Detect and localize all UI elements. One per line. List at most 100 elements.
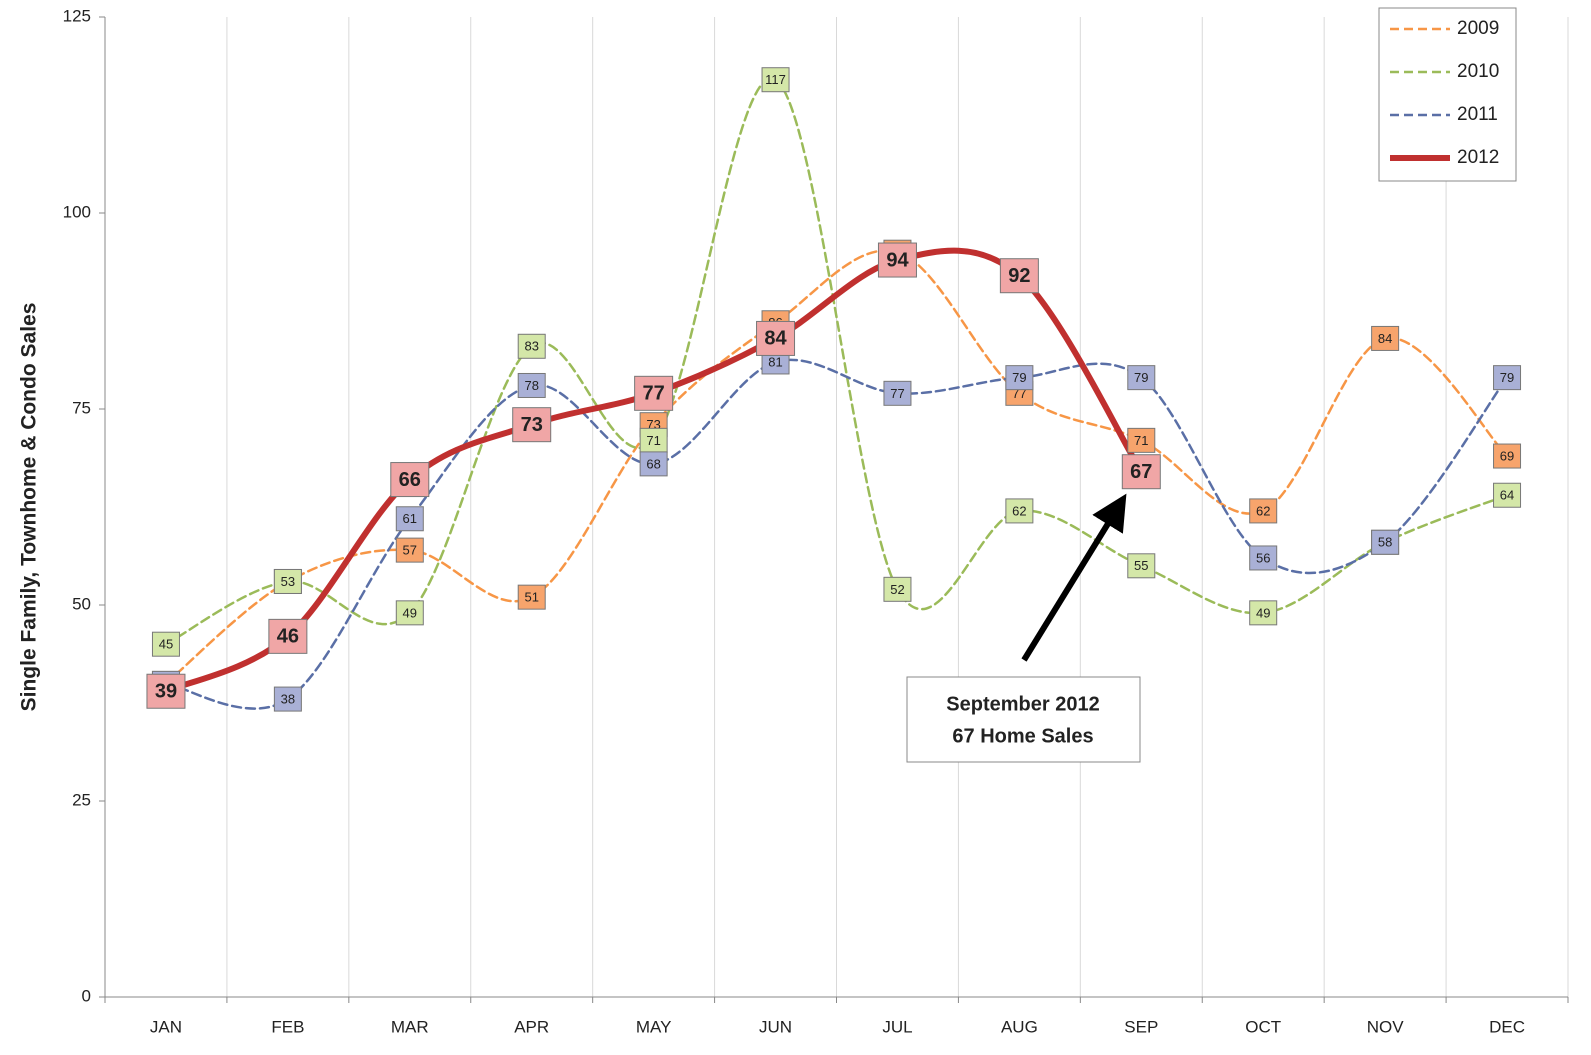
label-box — [1005, 365, 1034, 391]
label-box — [1127, 553, 1156, 579]
label-box — [1127, 427, 1156, 453]
data-label: 51 — [524, 590, 538, 605]
data-label: 84 — [764, 328, 787, 350]
data-label: 46 — [277, 626, 299, 648]
data-label: 79 — [1500, 370, 1514, 385]
label-box — [761, 67, 790, 93]
data-label: 79 — [1134, 370, 1148, 385]
label-box — [1121, 454, 1161, 490]
y-tick-label: 25 — [72, 790, 91, 809]
data-label: 71 — [1134, 433, 1148, 448]
label-box — [1249, 600, 1278, 626]
annotation-text: 67 Home Sales — [952, 725, 1093, 747]
label-box — [517, 333, 546, 359]
y-axis-label: Single Family, Townhome & Condo Sales — [18, 303, 41, 712]
label-box — [1493, 365, 1522, 391]
data-label: 68 — [646, 456, 660, 471]
annotation-arrow — [1021, 493, 1127, 662]
label-box — [999, 258, 1039, 294]
data-label: 62 — [1012, 503, 1026, 518]
data-label: 39 — [155, 681, 177, 703]
data-label: 73 — [521, 414, 543, 436]
data-label: 45 — [159, 637, 173, 652]
label-box — [877, 242, 917, 278]
x-tick-label: JUL — [882, 1017, 912, 1036]
label-box — [634, 375, 674, 411]
data-label: 38 — [281, 692, 295, 707]
data-label: 57 — [403, 543, 417, 558]
y-tick-label: 75 — [72, 398, 91, 417]
label-box — [1127, 365, 1156, 391]
labels: 4053575173869577716284694553498371117526… — [146, 67, 1522, 712]
label-box — [1005, 498, 1034, 524]
label-box — [1371, 325, 1400, 351]
label-box — [395, 600, 424, 626]
label-box — [517, 372, 546, 398]
label-box — [512, 407, 552, 443]
data-label: 78 — [524, 378, 538, 393]
annotation-box — [906, 676, 1141, 763]
legend: 2009 2010 2011 2012 — [1378, 7, 1517, 182]
legend-label: 2009 — [1457, 18, 1499, 39]
label-box — [1371, 529, 1400, 555]
label-box — [395, 537, 424, 563]
annotation-text: September 2012 — [946, 693, 1099, 715]
label-box — [273, 686, 302, 712]
y-tick-label: 50 — [72, 594, 91, 613]
y-tick-label: 100 — [63, 202, 91, 221]
y-tick-label: 0 — [82, 986, 91, 1005]
data-label: 53 — [281, 574, 295, 589]
data-label: 55 — [1134, 558, 1148, 573]
data-label: 62 — [1256, 503, 1270, 518]
label-box — [1493, 482, 1522, 508]
data-label: 52 — [890, 582, 904, 597]
legend-label: 2010 — [1457, 61, 1499, 82]
x-tick-label: DEC — [1489, 1017, 1525, 1036]
series-line — [164, 77, 1509, 646]
data-label: 71 — [646, 433, 660, 448]
data-label: 66 — [399, 469, 421, 491]
label-box — [1249, 498, 1278, 524]
x-tick-label: SEP — [1124, 1017, 1158, 1036]
label-box — [756, 320, 796, 356]
x-tick-label: APR — [514, 1017, 549, 1036]
data-label: 56 — [1256, 550, 1270, 565]
data-label: 64 — [1500, 488, 1514, 503]
x-tick-label: MAY — [636, 1017, 672, 1036]
x-tick-label: OCT — [1245, 1017, 1281, 1036]
x-tick-label: MAR — [391, 1017, 429, 1036]
data-label: 94 — [886, 249, 909, 271]
x-tick-label: AUG — [1001, 1017, 1038, 1036]
data-label: 49 — [403, 605, 417, 620]
data-label: 81 — [768, 354, 782, 369]
label-box — [517, 584, 546, 610]
label-box — [883, 576, 912, 602]
data-label: 117 — [765, 72, 786, 87]
data-label: 92 — [1008, 265, 1030, 287]
data-label: 77 — [643, 383, 665, 405]
label-box — [395, 506, 424, 532]
x-tick-label: FEB — [271, 1017, 304, 1036]
data-label: 77 — [890, 386, 904, 401]
y-tick-label: 125 — [63, 6, 91, 25]
label-box — [146, 673, 186, 709]
data-label: 69 — [1500, 448, 1514, 463]
label-box — [273, 568, 302, 594]
data-label: 79 — [1012, 370, 1026, 385]
x-tick-label: JUN — [759, 1017, 792, 1036]
label-box — [390, 462, 430, 498]
label-box — [151, 631, 180, 657]
label-box — [268, 618, 308, 654]
data-label: 58 — [1378, 535, 1392, 550]
label-box — [639, 451, 668, 477]
data-label: 61 — [403, 511, 417, 526]
grid: 0 25 50 75 100 125 JAN FEB MAR APR MAY JUN JUL AUG SEP… — [63, 6, 1569, 1036]
legend-box — [1378, 7, 1517, 182]
data-label: 84 — [1378, 331, 1392, 346]
label-box — [1493, 443, 1522, 469]
label-box — [883, 380, 912, 406]
legend-label: 2011 — [1457, 104, 1498, 125]
data-label: 49 — [1256, 605, 1270, 620]
legend-label: 2012 — [1457, 147, 1499, 168]
